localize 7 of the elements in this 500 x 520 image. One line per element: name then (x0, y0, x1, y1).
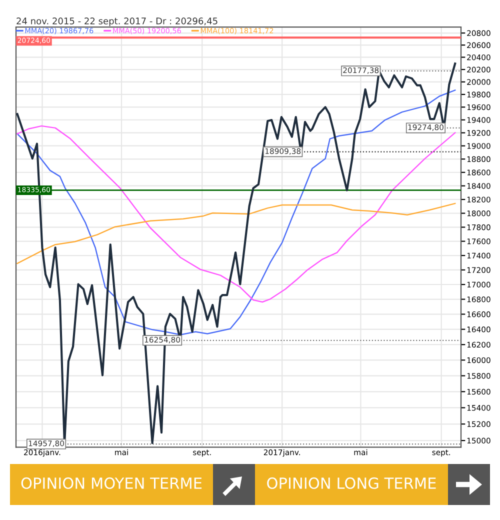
chart-title: 24 nov. 2015 - 22 sept. 2017 - Dr : 20296,45 (16, 18, 218, 26)
line-series (16, 62, 456, 446)
line-series (16, 90, 456, 336)
text: OPINION LONG TERME (267, 477, 436, 489)
text: OPINION MOYEN TERME (21, 477, 202, 489)
line-series (16, 202, 456, 264)
line-series (16, 125, 456, 303)
